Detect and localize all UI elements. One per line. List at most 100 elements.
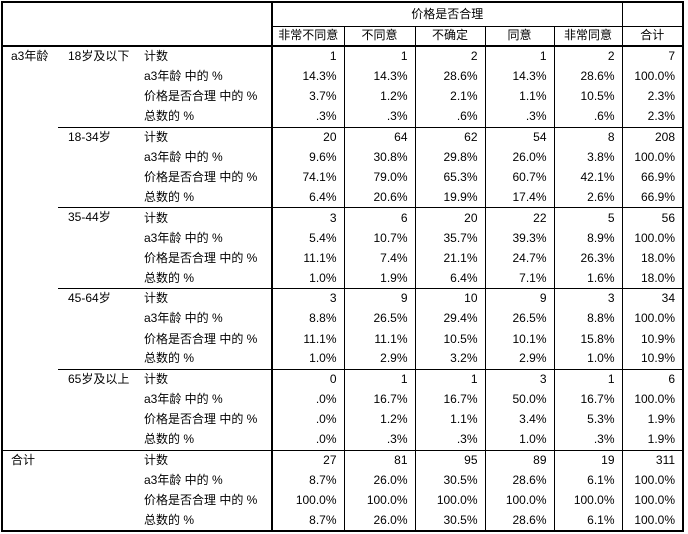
data-cell: 20: [415, 207, 486, 229]
data-cell: 19.9%: [415, 187, 486, 208]
data-cell: 10.7%: [344, 228, 416, 249]
data-cell: 3.7%: [272, 86, 345, 107]
stat-label: 价格是否合理 中的 %: [136, 409, 274, 430]
data-cell: 20: [272, 126, 345, 148]
data-cell: 14.3%: [272, 66, 345, 87]
data-cell: 2.3%: [647, 89, 676, 104]
data-cell: 10.9%: [641, 351, 676, 366]
data-cell: 1.0%: [554, 349, 623, 370]
data-cell: .6%: [554, 106, 623, 128]
data-cell: 16.7%: [415, 389, 486, 410]
column-header-agree: 同意: [485, 26, 555, 48]
data-cell: 11.1%: [272, 248, 345, 269]
data-cell: 1: [272, 46, 345, 67]
data-cell: 1.1%: [485, 86, 555, 107]
data-cell: 2: [554, 46, 623, 67]
data-cell: 100.0%: [634, 69, 676, 84]
data-cell: 1.6%: [554, 268, 623, 289]
total-cell: 100.0%: [344, 490, 416, 511]
data-cell: 100.0%: [634, 149, 676, 164]
data-cell: 1.1%: [415, 409, 486, 430]
data-cell: 208: [622, 126, 684, 148]
data-cell: 21.1%: [415, 248, 486, 269]
data-cell: 9: [485, 288, 555, 309]
data-cell: 26.5%: [485, 308, 555, 330]
data-cell: .3%: [415, 429, 486, 451]
data-cell: 10.5%: [415, 329, 486, 350]
age-group-label: 35-44岁: [58, 207, 136, 289]
data-cell: 7.1%: [485, 268, 555, 289]
total-cell: 8.7%: [272, 470, 345, 491]
data-cell: 17.4%: [485, 187, 555, 208]
data-cell: 1.0%: [272, 268, 345, 289]
data-cell: 62: [415, 126, 486, 148]
total-cell: 6.1%: [554, 510, 623, 531]
stat-label: 计数: [136, 46, 274, 67]
stat-label: a3年龄 中的 %: [136, 147, 274, 168]
total-cell: 100.0%: [554, 490, 623, 511]
total-cell: 30.5%: [415, 510, 486, 531]
data-cell: 39.3%: [485, 228, 555, 249]
data-cell: .3%: [344, 429, 416, 451]
data-cell: 74.1%: [272, 167, 345, 188]
data-cell: 18.0%: [641, 270, 676, 285]
data-cell: 15.8%: [554, 329, 623, 350]
stat-label: 总数的 %: [136, 268, 274, 289]
data-cell: 54: [485, 126, 555, 148]
data-cell: 5: [554, 207, 623, 229]
stat-label: 计数: [136, 449, 274, 471]
stat-label: 计数: [136, 368, 274, 390]
data-cell: 5.3%: [554, 409, 623, 430]
total-cell: 100.0%: [415, 490, 486, 511]
data-cell: 1: [344, 46, 416, 67]
data-cell: .6%: [415, 106, 486, 128]
data-cell: .0%: [272, 409, 345, 430]
row-dimension-label: a3年龄: [11, 49, 49, 64]
stat-label: 价格是否合理 中的 %: [136, 167, 274, 188]
data-cell: 10.1%: [485, 329, 555, 350]
data-cell: 2.9%: [485, 349, 555, 370]
data-cell: 3.8%: [554, 147, 623, 168]
total-cell: 311: [622, 449, 684, 471]
data-cell: 1: [344, 368, 416, 390]
stat-label: a3年龄 中的 %: [136, 66, 274, 87]
stat-label: 计数: [136, 207, 274, 229]
stat-label: 总数的 %: [136, 187, 274, 208]
data-cell: 8.8%: [554, 308, 623, 330]
stat-label: 计数: [136, 126, 274, 148]
age-group-label: 45-64岁: [58, 288, 136, 370]
data-cell: 3.2%: [415, 349, 486, 370]
data-cell: 8: [554, 126, 623, 148]
data-cell: 1.9%: [647, 432, 676, 447]
data-cell: 60.7%: [485, 167, 555, 188]
data-cell: 11.1%: [344, 329, 416, 350]
total-cell: 19: [554, 449, 623, 471]
data-cell: .0%: [272, 389, 345, 410]
stat-label: a3年龄 中的 %: [136, 470, 274, 491]
column-header-disagree: 不同意: [344, 26, 416, 48]
data-cell: 50.0%: [485, 389, 555, 410]
total-row-label: 合计: [2, 449, 136, 531]
stat-label: 总数的 %: [136, 106, 274, 128]
data-cell: 56: [622, 207, 684, 229]
total-cell: 26.0%: [344, 470, 416, 491]
data-cell: 9: [344, 288, 416, 309]
data-cell: 66.9%: [641, 189, 676, 204]
data-cell: .3%: [272, 106, 345, 128]
data-cell: 18.0%: [641, 250, 676, 265]
data-cell: 34: [622, 288, 684, 309]
data-cell: .3%: [485, 106, 555, 128]
total-cell: 100.0%: [634, 512, 676, 527]
data-cell: 10: [415, 288, 486, 309]
data-cell: 5.4%: [272, 228, 345, 249]
data-cell: 22: [485, 207, 555, 229]
data-cell: 2.9%: [344, 349, 416, 370]
column-group-header: 价格是否合理: [272, 2, 623, 27]
data-cell: 9.6%: [272, 147, 345, 168]
total-cell: 30.5%: [415, 470, 486, 491]
data-cell: 11.1%: [272, 329, 345, 350]
total-cell: 26.0%: [344, 510, 416, 531]
data-cell: 8.8%: [272, 308, 345, 330]
